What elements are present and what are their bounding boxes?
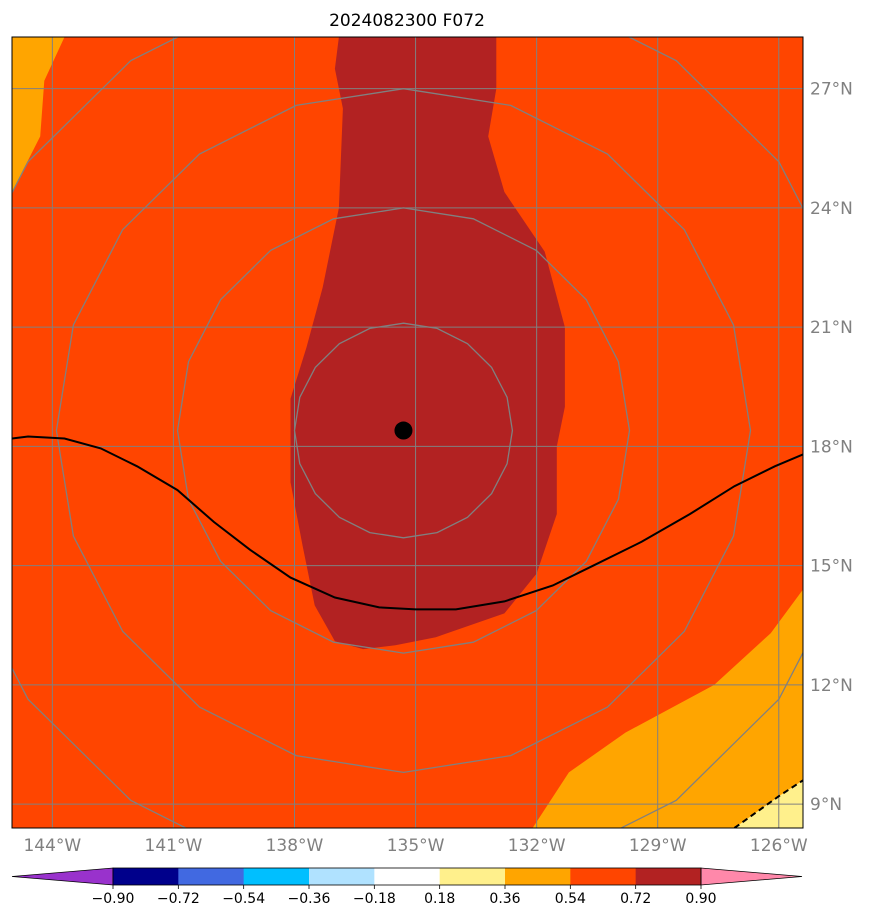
contour-dashed: [733, 779, 803, 828]
colorbar-segment: [178, 868, 245, 885]
lon-tick-label: 144°W: [23, 836, 81, 856]
lat-tick-label: 12°N: [810, 676, 853, 696]
colorbar: −0.90 −0.72 −0.54 −0.36 −0.18 0.18 0.36 0.54 0.7…: [11, 867, 803, 907]
lat-tick-label: 18°N: [810, 437, 853, 457]
lon-tick-label: 126°W: [750, 836, 808, 856]
storm-center-marker: [394, 421, 413, 440]
colorbar-segment: [570, 868, 637, 885]
range-ring-1: [176, 207, 631, 654]
filled-region-2: [532, 589, 803, 828]
contours: [12, 435, 803, 828]
range-ring-0: [293, 322, 514, 539]
latitude-labels: 9°N 12°N 15°N 18°N 21°N 24°N 27°N: [810, 80, 853, 815]
contour-solid: [12, 435, 803, 611]
lat-tick-label: 9°N: [810, 795, 842, 815]
filled-region-1: [12, 37, 65, 192]
colorbar-frame: [112, 867, 702, 886]
colorbar-tick-label: 0.18: [424, 891, 455, 907]
chart-title: 2024082300 F072: [329, 11, 485, 31]
colorbar-segment: [439, 868, 506, 885]
map-frame: [11, 36, 804, 829]
colorbar-tick-label: −0.18: [353, 891, 396, 907]
colorbar-segment: [309, 868, 375, 885]
colorbar-segment: [635, 868, 702, 885]
map-plot: [12, 37, 803, 828]
lat-tick-label: 24°N: [810, 199, 853, 219]
lat-tick-label: 21°N: [810, 318, 853, 338]
longitude-labels: 144°W 141°W 138°W 135°W 132°W 129°W 126°W: [23, 836, 807, 856]
colorbar-tick-label: 0.72: [620, 891, 651, 907]
range-ring-3: [12, 37, 803, 828]
filled-regions: [12, 37, 803, 828]
colorbar-tick-label: 0.36: [489, 891, 520, 907]
colorbar-extend-low: [11, 867, 114, 886]
colorbar-segment: [113, 868, 179, 885]
colorbar-tick-label: −0.72: [157, 891, 200, 907]
lon-tick-label: 129°W: [629, 836, 687, 856]
colorbar-tick-label: −0.36: [288, 891, 331, 907]
colorbar-tick-label: 0.54: [555, 891, 586, 907]
lon-tick-label: 141°W: [145, 836, 203, 856]
range-ring-2: [55, 88, 752, 774]
filled-region-0: [290, 37, 565, 650]
colorbar-segment: [243, 868, 310, 885]
lat-tick-label: 27°N: [810, 80, 853, 100]
storm-center: [394, 421, 413, 440]
lon-tick-label: 138°W: [266, 836, 324, 856]
lat-tick-label: 15°N: [810, 557, 853, 577]
colorbar-extend-high: [700, 867, 803, 886]
colorbar-segment: [505, 868, 571, 885]
colorbar-tick-label: −0.54: [222, 891, 265, 907]
lon-tick-label: 132°W: [508, 836, 566, 856]
colorbar-tick-label: 0.90: [685, 891, 716, 907]
range-rings: [12, 37, 803, 828]
colorbar-tick-label: −0.90: [92, 891, 135, 907]
lon-tick-label: 135°W: [387, 836, 445, 856]
colorbar-segment: [374, 868, 441, 885]
